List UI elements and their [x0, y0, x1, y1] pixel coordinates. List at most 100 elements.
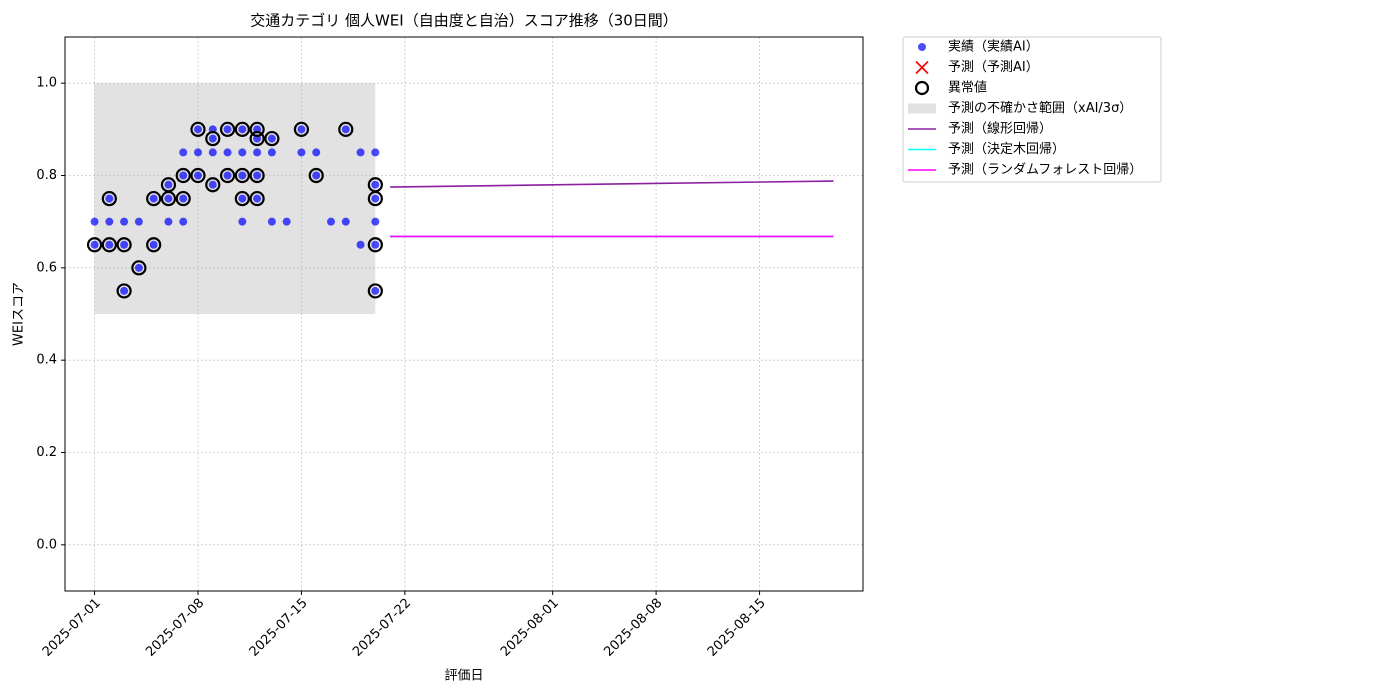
actual-point [134, 217, 143, 226]
anomaly-marker [175, 190, 191, 207]
anomaly-marker [175, 167, 191, 184]
anomaly-marker [234, 121, 250, 137]
legend-label: 異常値 [948, 80, 987, 96]
actual-point [208, 134, 217, 143]
y-tick-label: 0.0 [36, 537, 57, 552]
actual-point [356, 148, 365, 157]
actual-point [297, 125, 306, 134]
actual-point [238, 194, 247, 203]
actual-point [282, 217, 291, 226]
actual-point [194, 125, 202, 134]
actual-point [90, 240, 99, 249]
actual-point [105, 240, 114, 249]
y-tick-label: 0.6 [36, 260, 57, 275]
anomaly-marker [367, 177, 383, 193]
x-tick-label: 2025-08-08 [601, 596, 665, 660]
actual-point [356, 240, 365, 249]
actual-point [179, 194, 188, 203]
actual-point [164, 194, 173, 203]
legend-handle [914, 80, 930, 96]
x-tick-label: 2025-07-22 [350, 596, 414, 660]
y-tick-label: 0.4 [36, 353, 57, 368]
actual-point [253, 171, 262, 180]
actual-point [120, 217, 129, 226]
actual-point [208, 180, 217, 189]
actual-point [164, 180, 173, 189]
actual-point [105, 217, 114, 226]
legend-handle [908, 103, 936, 114]
actual-point [90, 217, 99, 226]
actual-point [371, 240, 380, 249]
actual-point [371, 148, 380, 157]
actual-point [164, 217, 173, 226]
anomaly-marker [146, 237, 162, 253]
anomaly-marker [160, 177, 177, 193]
anomaly-marker [131, 260, 147, 276]
x-axis-label: 評価日 [444, 669, 483, 684]
legend-handle [918, 43, 926, 51]
anomaly-marker [116, 283, 132, 299]
actual-point [371, 217, 380, 226]
forecast-line [390, 180, 834, 188]
actual-point [149, 240, 158, 249]
legend-box [902, 36, 1162, 183]
legend-label: 予測（予測AI） [948, 60, 1039, 75]
actual-point [267, 148, 276, 157]
actual-point [179, 217, 188, 226]
anomaly-marker [249, 167, 265, 184]
actual-point [194, 148, 202, 157]
actual-point [105, 194, 114, 203]
actual-point [238, 217, 247, 226]
actual-point [371, 180, 380, 189]
actual-point [194, 171, 202, 180]
x-tick-label: 2025-07-15 [247, 596, 311, 660]
actual-point [371, 286, 380, 295]
actual-point [267, 134, 276, 143]
anomaly-marker [234, 167, 250, 184]
anomaly-marker [190, 167, 206, 184]
actual-point [297, 148, 306, 157]
anomaly-marker [101, 237, 117, 253]
actual-point [253, 194, 262, 203]
axes-frame [64, 36, 864, 592]
actual-point [327, 217, 335, 226]
anomaly-marker [101, 190, 117, 207]
legend-handle [915, 60, 929, 75]
actual-point [312, 171, 321, 180]
actual-point [120, 240, 129, 249]
anomaly-marker [234, 190, 250, 207]
actual-point [371, 194, 380, 203]
anomaly-marker [264, 130, 280, 147]
actual-point [120, 286, 129, 295]
anomaly-marker [190, 121, 206, 137]
actual-point [253, 148, 262, 157]
actual-point [179, 148, 188, 157]
legend-label: 予測（ランダムフォレスト回帰） [948, 162, 1142, 178]
anomaly-marker [219, 121, 236, 137]
anomaly-marker [86, 237, 103, 253]
anomaly-marker [146, 190, 162, 207]
anomaly-marker [293, 121, 310, 137]
anomaly-marker [205, 177, 221, 193]
actual-point [223, 148, 232, 157]
anomaly-marker [205, 130, 221, 147]
x-tick-label: 2025-08-01 [498, 596, 562, 660]
actual-point [223, 125, 232, 134]
actual-point [223, 171, 232, 180]
y-tick-label: 0.2 [36, 445, 57, 460]
actual-point [149, 194, 158, 203]
actual-point [312, 148, 321, 157]
chart-title: 交通カテゴリ 個人WEI（自由度と自治）スコア推移（30日間） [250, 12, 678, 30]
actual-point [208, 148, 217, 157]
x-tick-label: 2025-08-15 [705, 596, 769, 660]
actual-point [267, 217, 276, 226]
actual-point [341, 217, 350, 226]
anomaly-marker [116, 237, 132, 253]
legend-label: 予測（決定木回帰） [948, 141, 1065, 157]
anomaly-marker [249, 190, 265, 207]
y-axis-label: WEIスコア [12, 282, 27, 346]
anomaly-marker [367, 283, 383, 299]
legend-label: 予測（線形回帰） [948, 121, 1052, 137]
actual-point [341, 125, 350, 134]
